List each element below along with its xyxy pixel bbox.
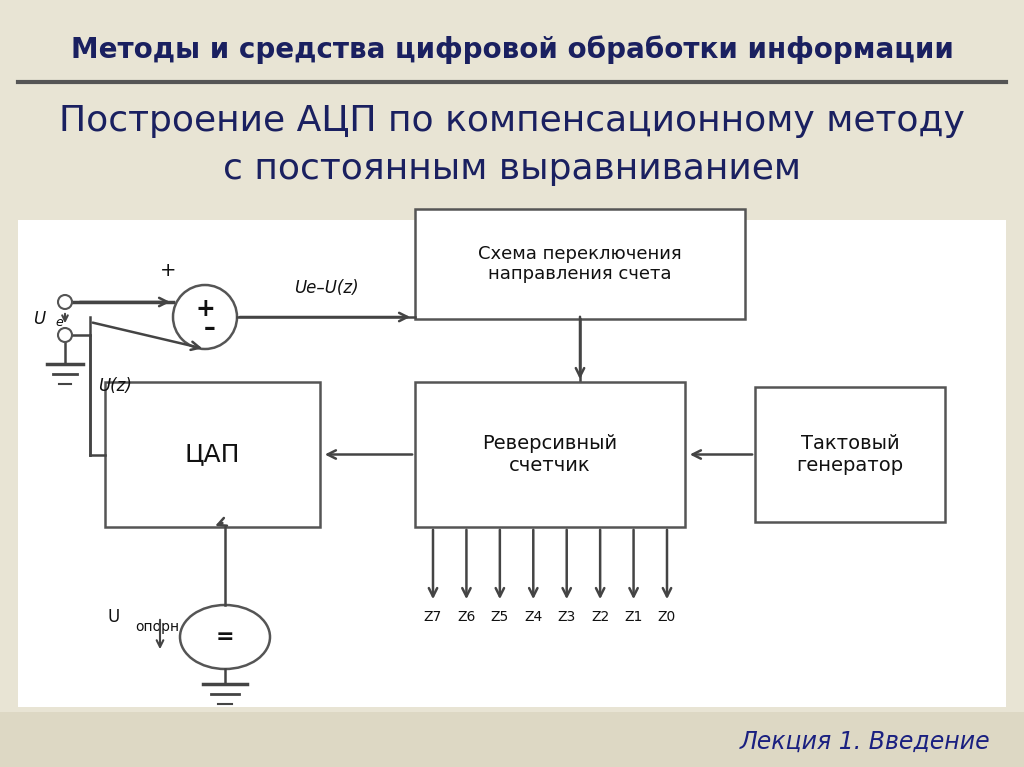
Text: Z6: Z6 xyxy=(458,610,475,624)
Text: Построение АЦП по компенсационному методу
с постоянным выравниванием: Построение АЦП по компенсационному метод… xyxy=(59,104,965,186)
Text: U: U xyxy=(33,310,45,328)
Bar xyxy=(0,712,1024,767)
Bar xyxy=(415,209,745,319)
Circle shape xyxy=(173,285,237,349)
Text: Z3: Z3 xyxy=(558,610,575,624)
Text: Z7: Z7 xyxy=(424,610,442,624)
Text: Реверсивный
счетчик: Реверсивный счетчик xyxy=(482,434,617,475)
Text: Ue–U(z): Ue–U(z) xyxy=(294,279,358,297)
Text: Методы и средства цифровой обработки информации: Методы и средства цифровой обработки инф… xyxy=(71,36,953,64)
Text: U: U xyxy=(108,608,120,626)
Bar xyxy=(105,382,319,527)
Text: опорн: опорн xyxy=(135,620,179,634)
Text: Тактовый
генератор: Тактовый генератор xyxy=(797,434,903,475)
Text: Z0: Z0 xyxy=(657,610,676,624)
Text: U(z): U(z) xyxy=(98,377,132,395)
Text: –: – xyxy=(204,316,216,340)
Bar xyxy=(755,387,945,522)
Text: Z2: Z2 xyxy=(591,610,609,624)
Ellipse shape xyxy=(180,605,270,669)
Text: Z1: Z1 xyxy=(625,610,643,624)
Circle shape xyxy=(58,328,72,342)
Text: =: = xyxy=(216,627,234,647)
Text: Схема переключения
направления счета: Схема переключения направления счета xyxy=(478,245,682,283)
Text: ЦАП: ЦАП xyxy=(184,443,241,466)
Text: e: e xyxy=(55,316,62,329)
Text: +: + xyxy=(196,297,215,321)
Bar xyxy=(415,382,685,527)
Text: Лекция 1. Введение: Лекция 1. Введение xyxy=(739,730,990,754)
Text: +: + xyxy=(160,261,176,280)
Text: Z5: Z5 xyxy=(490,610,509,624)
Text: Z4: Z4 xyxy=(524,610,543,624)
Circle shape xyxy=(58,295,72,309)
Bar xyxy=(18,220,1006,707)
